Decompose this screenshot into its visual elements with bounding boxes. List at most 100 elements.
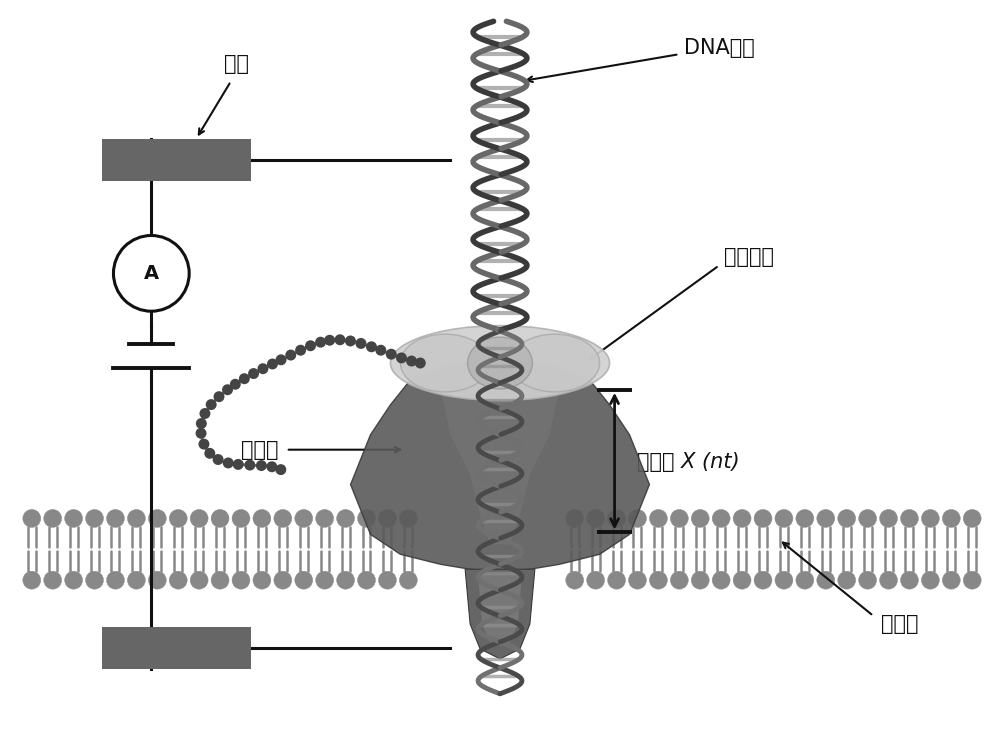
Circle shape bbox=[148, 571, 166, 589]
Circle shape bbox=[190, 571, 208, 589]
Circle shape bbox=[196, 428, 207, 439]
Circle shape bbox=[608, 571, 626, 589]
Circle shape bbox=[274, 509, 292, 528]
Polygon shape bbox=[440, 365, 560, 545]
Circle shape bbox=[127, 571, 145, 589]
Circle shape bbox=[206, 399, 217, 410]
Circle shape bbox=[65, 571, 83, 589]
Circle shape bbox=[378, 571, 396, 589]
Circle shape bbox=[587, 571, 605, 589]
Bar bbox=[102, 139, 251, 181]
Circle shape bbox=[859, 509, 877, 528]
Circle shape bbox=[266, 462, 277, 473]
Circle shape bbox=[295, 571, 313, 589]
Circle shape bbox=[399, 509, 417, 528]
Circle shape bbox=[106, 571, 124, 589]
Circle shape bbox=[276, 354, 287, 365]
Circle shape bbox=[65, 509, 83, 528]
Circle shape bbox=[817, 509, 835, 528]
Circle shape bbox=[712, 509, 730, 528]
Circle shape bbox=[399, 571, 417, 589]
Circle shape bbox=[204, 448, 215, 459]
Ellipse shape bbox=[510, 334, 600, 392]
Ellipse shape bbox=[390, 326, 610, 401]
Circle shape bbox=[566, 509, 584, 528]
Circle shape bbox=[775, 571, 793, 589]
Circle shape bbox=[211, 509, 229, 528]
Circle shape bbox=[337, 509, 355, 528]
Circle shape bbox=[190, 509, 208, 528]
Circle shape bbox=[23, 509, 41, 528]
Text: DNA分子: DNA分子 bbox=[684, 38, 755, 58]
Circle shape bbox=[608, 509, 626, 528]
Circle shape bbox=[256, 460, 267, 471]
Circle shape bbox=[274, 571, 292, 589]
Circle shape bbox=[566, 571, 584, 589]
Circle shape bbox=[880, 571, 897, 589]
Circle shape bbox=[222, 384, 233, 395]
Circle shape bbox=[44, 509, 62, 528]
Circle shape bbox=[213, 454, 224, 465]
Circle shape bbox=[859, 571, 877, 589]
Circle shape bbox=[315, 337, 326, 348]
Text: 支撟膜: 支撟膜 bbox=[881, 614, 918, 634]
Circle shape bbox=[267, 359, 278, 370]
Circle shape bbox=[963, 509, 981, 528]
Circle shape bbox=[211, 571, 229, 589]
Circle shape bbox=[691, 509, 709, 528]
Circle shape bbox=[214, 391, 224, 402]
Circle shape bbox=[334, 334, 345, 345]
Text: 纳米孔: 纳米孔 bbox=[241, 440, 279, 459]
Circle shape bbox=[817, 571, 835, 589]
Circle shape bbox=[198, 439, 209, 450]
Circle shape bbox=[253, 571, 271, 589]
Circle shape bbox=[199, 408, 210, 419]
Circle shape bbox=[86, 571, 104, 589]
Circle shape bbox=[223, 457, 234, 468]
Circle shape bbox=[253, 509, 271, 528]
Circle shape bbox=[415, 357, 426, 368]
Text: 偏移量 X (nt): 偏移量 X (nt) bbox=[637, 451, 740, 472]
Circle shape bbox=[838, 509, 856, 528]
Circle shape bbox=[232, 571, 250, 589]
Circle shape bbox=[880, 509, 897, 528]
Circle shape bbox=[733, 571, 751, 589]
Circle shape bbox=[316, 509, 334, 528]
Circle shape bbox=[386, 348, 397, 359]
Circle shape bbox=[796, 509, 814, 528]
Circle shape bbox=[754, 509, 772, 528]
Circle shape bbox=[963, 571, 981, 589]
Circle shape bbox=[900, 509, 918, 528]
Circle shape bbox=[378, 509, 396, 528]
Circle shape bbox=[86, 509, 104, 528]
Circle shape bbox=[921, 571, 939, 589]
Circle shape bbox=[838, 571, 856, 589]
Circle shape bbox=[733, 509, 751, 528]
Circle shape bbox=[169, 571, 187, 589]
Circle shape bbox=[375, 345, 386, 356]
Circle shape bbox=[285, 350, 296, 361]
Circle shape bbox=[248, 368, 259, 379]
Text: 分子马达: 分子马达 bbox=[724, 248, 774, 268]
Circle shape bbox=[649, 571, 667, 589]
Circle shape bbox=[305, 340, 316, 351]
Circle shape bbox=[629, 571, 646, 589]
Circle shape bbox=[921, 509, 939, 528]
Circle shape bbox=[775, 509, 793, 528]
Circle shape bbox=[239, 373, 250, 384]
Circle shape bbox=[942, 571, 960, 589]
Ellipse shape bbox=[400, 334, 490, 392]
Circle shape bbox=[670, 571, 688, 589]
Circle shape bbox=[113, 235, 189, 311]
Circle shape bbox=[355, 338, 366, 349]
Circle shape bbox=[358, 571, 375, 589]
Circle shape bbox=[316, 571, 334, 589]
Ellipse shape bbox=[468, 337, 532, 389]
Circle shape bbox=[23, 571, 41, 589]
Circle shape bbox=[649, 509, 667, 528]
Circle shape bbox=[44, 571, 62, 589]
Circle shape bbox=[295, 509, 313, 528]
Text: A: A bbox=[144, 264, 159, 283]
Polygon shape bbox=[351, 360, 649, 571]
Circle shape bbox=[230, 379, 241, 390]
